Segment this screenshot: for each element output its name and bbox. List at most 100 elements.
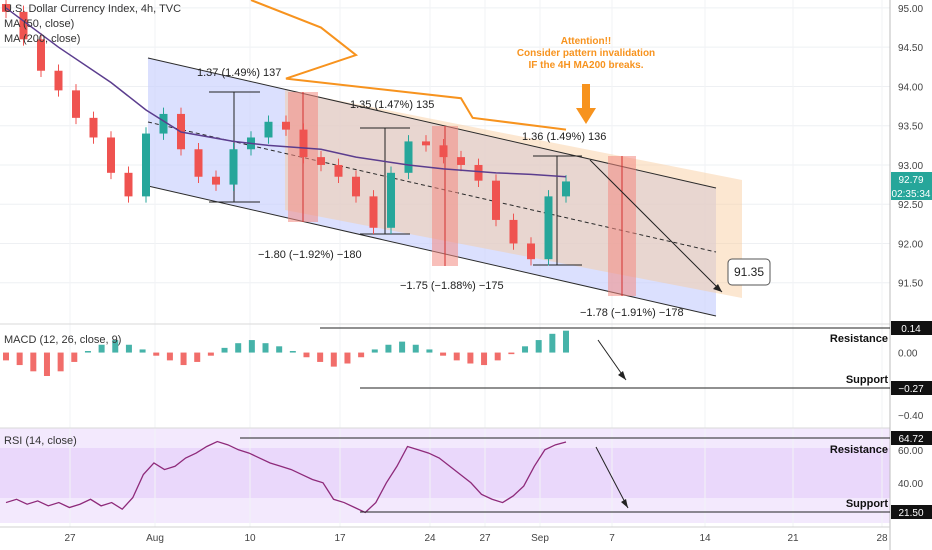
time-tick-2: 10 [244, 533, 256, 544]
measure-label-4: −1.80 (−1.92%) −180 [258, 249, 362, 261]
macd-bar-5 [71, 352, 78, 362]
macd-bar-2 [30, 352, 37, 372]
macd-resistance-label: Resistance [830, 333, 888, 345]
macd-bar-37 [508, 352, 515, 355]
attention-arrow-icon [576, 84, 596, 124]
series-layer [2, 0, 570, 514]
ma200-line [250, 0, 567, 131]
macd-bar-16 [221, 347, 228, 353]
macd-support-value: −0.27 [898, 384, 924, 395]
ma50-line [5, 7, 567, 178]
macd-bar-23 [317, 352, 324, 362]
candle-16 [282, 121, 290, 130]
rsi-line [5, 440, 567, 514]
price-tick-2: 94.00 [898, 82, 923, 93]
price-tick-3: 93.50 [898, 122, 923, 133]
candle-32 [562, 181, 570, 197]
macd-bar-32 [440, 352, 447, 356]
attention-line-3: IF the 4H MA200 breaks. [528, 60, 643, 71]
macd-bar-33 [453, 352, 460, 361]
candle-3 [54, 70, 63, 91]
price-tick-7: 91.50 [898, 279, 923, 290]
candle-1 [19, 11, 28, 40]
macd-tick-2: −0.40 [898, 411, 924, 422]
macd-bar-1 [16, 352, 23, 366]
price-tick-1: 94.50 [898, 43, 923, 54]
macd-bar-9 [125, 344, 132, 353]
macd-bar-19 [262, 343, 269, 353]
candle-5 [89, 117, 98, 138]
macd-bar-29 [399, 341, 406, 353]
measure-label-2: 1.35 (1.47%) 135 [350, 99, 434, 111]
price-axis: 95.00 94.50 94.00 93.50 93.00 92.50 92.00 91.50… [898, 4, 924, 490]
time-tick-8: 14 [699, 533, 711, 544]
rsi-title: RSI (14, close) [4, 435, 77, 447]
candle-15 [264, 121, 273, 138]
time-tick-0: 27 [64, 533, 76, 544]
projection-arrowhead [713, 284, 722, 292]
time-tick-5: 27 [479, 533, 491, 544]
macd-bar-17 [235, 343, 242, 353]
candle-31 [544, 196, 553, 260]
candle-11 [194, 149, 203, 177]
rsi-support-tag [891, 505, 932, 519]
candle-17 [299, 129, 308, 158]
time-tick-1: Aug [146, 533, 164, 544]
macd-bar-18 [248, 340, 255, 353]
last-price-value: 92.79 [898, 175, 923, 186]
macd-bar-22 [303, 352, 310, 358]
rsi-resistance-value: 64.72 [898, 434, 923, 445]
macd-tick-0: 0.00 [898, 349, 918, 360]
attention-line-2: Consider pattern invalidation [517, 48, 655, 59]
macd-bar-30 [412, 344, 419, 353]
candle-2 [37, 39, 45, 71]
ma200-legend: MA (200, close) [4, 33, 81, 45]
target-callout-label: 91.35 [734, 265, 764, 279]
candle-25 [439, 145, 448, 158]
macd-bar-27 [371, 349, 378, 353]
candle-22 [387, 172, 395, 228]
macd-bar-6 [84, 351, 91, 353]
macd-bar-4 [57, 352, 64, 372]
time-tick-6: Sep [531, 533, 549, 544]
macd-resistance-tag [891, 321, 932, 335]
macd-resistance-value: 0.14 [901, 324, 921, 335]
macd-bar-31 [426, 349, 433, 353]
time-axis: 27 Aug 10 17 24 27 Sep 7 14 21 28 [64, 533, 888, 544]
price-legend: U.S. Dollar Currency Index, 4h, TVC MA (… [4, 2, 181, 47]
candle-30 [527, 243, 535, 260]
rsi-arrow [595, 446, 629, 509]
candle-13 [229, 149, 238, 185]
macd-bar-34 [467, 352, 474, 364]
macd-bar-10 [139, 349, 146, 353]
measure-label-3: 1.36 (1.49%) 136 [522, 131, 606, 143]
ma50-legend: MA (50, close) [4, 18, 75, 30]
macd-bar-21 [289, 351, 296, 353]
rsi-tick-0: 60.00 [898, 446, 923, 457]
rsi-tick-1: 40.00 [898, 479, 923, 490]
attention-title: Attention!! [561, 36, 612, 47]
macd-bar-3 [43, 352, 50, 376]
candle-8 [142, 133, 150, 197]
rsi-resistance-tag [891, 431, 932, 445]
macd-bar-11 [153, 352, 160, 356]
time-tick-4: 24 [424, 533, 436, 544]
macd-bar-35 [481, 352, 488, 366]
candle-28 [492, 180, 500, 220]
price-tick-6: 92.00 [898, 239, 923, 250]
rsi-resistance-label: Resistance [830, 444, 888, 456]
macd-support-label: Support [846, 374, 888, 386]
macd-bar-15 [207, 352, 214, 356]
rsi-arrowhead [621, 499, 628, 508]
time-tick-3: 17 [334, 533, 346, 544]
macd-bar-36 [494, 352, 501, 361]
countdown-tag [891, 186, 932, 200]
measure-lines [209, 91, 623, 296]
rsi-support-label: Support [846, 498, 888, 510]
time-tick-7: 7 [609, 533, 615, 544]
time-tick-10: 28 [876, 533, 888, 544]
macd-arrowhead [618, 371, 626, 380]
macd-bar-26 [358, 352, 365, 358]
macd-bar-40 [549, 333, 556, 353]
